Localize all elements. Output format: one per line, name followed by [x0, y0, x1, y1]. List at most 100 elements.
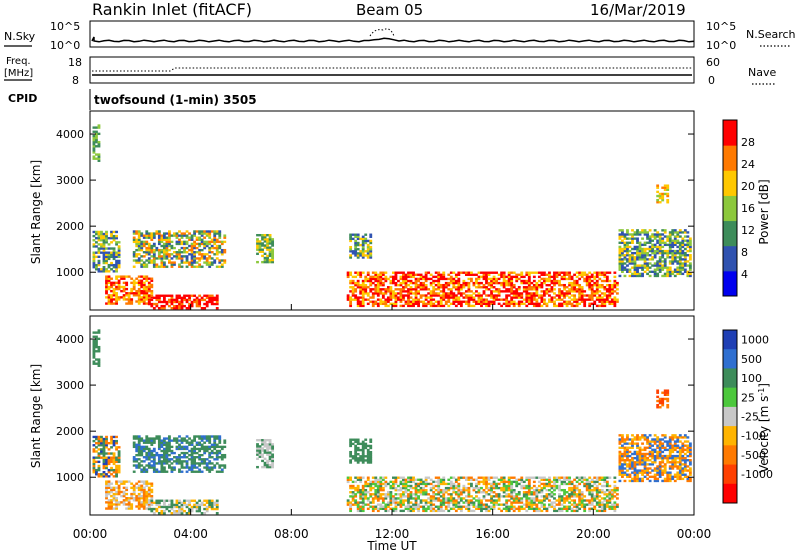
velocity-cell [115, 486, 118, 490]
power-cell [407, 300, 410, 303]
power-cell [671, 254, 675, 257]
power-cell [205, 242, 209, 246]
velocity-cell [626, 473, 629, 476]
power-cell [369, 233, 373, 236]
power-cell [188, 298, 191, 302]
velocity-cell [464, 476, 468, 479]
velocity-cell [560, 480, 564, 484]
velocity-cell [412, 505, 415, 508]
power-cell [394, 304, 398, 308]
velocity-cell [505, 484, 509, 488]
velocity-cell [492, 486, 496, 490]
velocity-cell [548, 480, 551, 484]
power-cell [676, 272, 680, 276]
velocity-cell [140, 445, 144, 449]
power-cell [454, 288, 458, 291]
power-cell [449, 281, 453, 285]
power-cell [434, 283, 438, 287]
velocity-cell [175, 462, 179, 465]
freq-panel-frame [89, 56, 695, 84]
power-cell [132, 279, 136, 282]
velocity-cell [422, 482, 426, 486]
power-cell [369, 277, 373, 281]
power-cell [132, 230, 136, 233]
power-cell [97, 234, 101, 238]
velocity-cell [100, 435, 103, 439]
velocity-cell [102, 454, 106, 457]
velocity-cell [414, 501, 418, 504]
power-cell [673, 270, 677, 273]
power-cell [168, 261, 171, 264]
power-cell [419, 294, 423, 297]
velocity-cell [507, 476, 511, 479]
velocity-cell [600, 484, 604, 488]
velocity-cell [376, 482, 380, 486]
power-cell [681, 245, 685, 249]
velocity-cell [150, 443, 154, 446]
power-cell [152, 261, 156, 264]
velocity-cell [371, 493, 375, 496]
velocity-cell [178, 468, 181, 471]
power-cell [95, 145, 98, 148]
power-cell [414, 290, 418, 293]
power-cell [553, 277, 556, 281]
velocity-cell [404, 488, 408, 492]
velocity-cell [490, 495, 493, 498]
power-cell [369, 235, 373, 238]
power-cell [470, 290, 473, 293]
power-cell [442, 296, 446, 299]
power-cell [661, 196, 665, 200]
velocity-cell [603, 484, 607, 488]
velocity-cell [150, 499, 154, 502]
power-cell [170, 261, 174, 264]
velocity-cell [374, 507, 378, 511]
velocity-cell [502, 503, 506, 506]
velocity-cell [117, 450, 121, 453]
power-cell [656, 241, 660, 244]
power-cell [449, 294, 453, 297]
power-cell [190, 294, 194, 297]
velocity-cell [122, 501, 126, 504]
velocity-cell [578, 507, 582, 511]
velocity-cell [356, 446, 360, 450]
power-cell [162, 238, 166, 241]
velocity-cell [419, 501, 423, 504]
velocity-cell [500, 476, 504, 479]
velocity-cell [402, 503, 405, 506]
power-cell [608, 296, 612, 299]
velocity-cell [110, 466, 113, 470]
power-cell [605, 283, 609, 287]
velocity-cell [168, 466, 171, 469]
velocity-cell [578, 482, 582, 486]
power-cell [688, 264, 692, 267]
velocity-cell [417, 495, 420, 498]
power-cell [361, 271, 365, 274]
velocity-cell [115, 507, 118, 510]
power-cell [618, 266, 622, 269]
velocity-cell [200, 439, 204, 442]
power-cell [117, 279, 121, 282]
power-cell [137, 259, 141, 262]
velocity-cell [464, 488, 468, 492]
velocity-cell [125, 499, 129, 502]
velocity-cell [432, 484, 436, 488]
power-cell [621, 262, 624, 265]
power-cell [386, 277, 390, 281]
power-cell [392, 302, 395, 306]
velocity-cell [449, 495, 453, 498]
power-cell [122, 285, 126, 289]
power-cell [492, 281, 496, 285]
velocity-cell [394, 501, 398, 504]
power-cell [356, 296, 360, 299]
power-cell [178, 248, 181, 252]
power-cell [447, 300, 451, 303]
power-cell [605, 300, 609, 303]
power-cell [621, 270, 624, 273]
power-cell [258, 233, 262, 237]
velocity-cell [361, 448, 365, 452]
power-cell [470, 294, 473, 297]
power-cell [628, 258, 632, 261]
power-cell [157, 232, 161, 235]
power-cell [132, 283, 136, 287]
velocity-cell [535, 493, 539, 496]
